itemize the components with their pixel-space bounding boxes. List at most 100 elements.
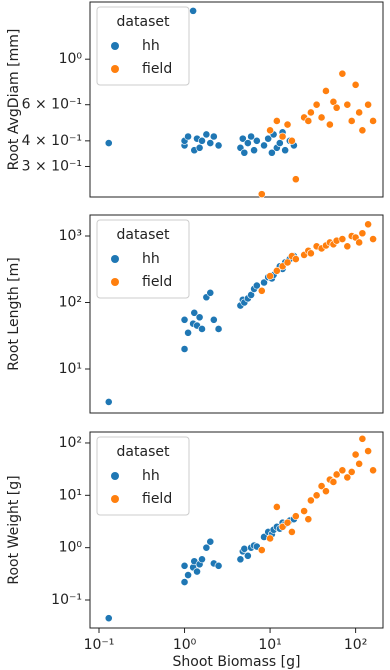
point [358, 126, 367, 135]
point [291, 255, 300, 263]
point [283, 258, 292, 267]
y-tick-label: 10⁰ [59, 51, 83, 67]
point [206, 139, 215, 148]
point [364, 447, 373, 455]
y-tick-label: 10¹ [59, 487, 82, 503]
point [343, 242, 352, 251]
legend-label: field [142, 274, 172, 290]
point [260, 278, 268, 287]
point [317, 482, 326, 490]
point [180, 345, 189, 353]
point [358, 434, 367, 443]
point [338, 69, 347, 78]
point [257, 286, 266, 295]
point [104, 398, 113, 406]
x-tick-label: 10⁰ [173, 637, 197, 653]
legend-marker [111, 42, 119, 50]
y-tick-label: 10⁰ [59, 540, 83, 556]
x-axis-label: Shoot Biomass [g] [173, 654, 301, 670]
point [306, 108, 315, 117]
x-tick-label: 10² [344, 637, 367, 653]
point [332, 470, 341, 479]
point [355, 108, 364, 117]
point [184, 132, 192, 141]
point [304, 117, 313, 125]
point [209, 315, 218, 324]
point [317, 113, 326, 122]
point [193, 567, 201, 576]
legend-label: hh [142, 468, 160, 484]
point [275, 139, 284, 148]
point [266, 272, 274, 280]
point [198, 136, 206, 145]
point [281, 146, 290, 155]
point [266, 534, 274, 543]
point [184, 571, 192, 579]
point [272, 117, 281, 125]
legend-marker [111, 65, 119, 73]
point [278, 522, 287, 531]
point [283, 518, 292, 527]
point [329, 478, 338, 486]
point [104, 614, 113, 623]
point [267, 148, 276, 157]
point [257, 546, 266, 554]
point [198, 325, 206, 333]
point [278, 132, 287, 141]
point [369, 235, 377, 243]
y-tick-label: 10² [59, 295, 82, 311]
x-tick-label: 10⁻¹ [84, 637, 115, 653]
point [272, 503, 281, 511]
point [104, 139, 113, 148]
point [364, 220, 373, 229]
point [240, 148, 249, 157]
point [343, 100, 352, 109]
legend-title: dataset [117, 14, 170, 30]
point [238, 134, 247, 143]
y-tick-label: 4 × 10⁻¹ [22, 133, 82, 149]
legend-title: dataset [117, 444, 170, 460]
point [264, 134, 273, 143]
point [243, 551, 252, 560]
x-tick-label: 10¹ [258, 637, 281, 653]
legend-label: field [142, 61, 172, 77]
point [351, 450, 360, 459]
point [304, 515, 313, 524]
legend-label: field [142, 491, 172, 507]
point [332, 103, 341, 112]
point [322, 487, 330, 496]
point [180, 578, 189, 586]
legend-marker [111, 255, 119, 263]
y-axis-label: Root Length [m] [6, 257, 22, 370]
point [325, 120, 334, 129]
point [338, 466, 347, 475]
point [260, 141, 268, 150]
point [347, 468, 356, 476]
point [306, 496, 315, 505]
legend-label: hh [142, 38, 160, 54]
point [252, 281, 261, 290]
point [209, 132, 218, 141]
point [300, 507, 309, 515]
point [214, 561, 223, 570]
legend-label: hh [142, 251, 160, 267]
point [180, 561, 189, 570]
point [329, 97, 338, 106]
y-tick-label: 3 × 10⁻¹ [22, 158, 82, 174]
point [202, 543, 211, 552]
legend-marker [111, 278, 119, 286]
y-axis-label: Root AvgDiam [mm] [6, 29, 22, 171]
point [364, 100, 373, 109]
point [343, 473, 352, 482]
point [266, 126, 274, 135]
legend-marker [111, 472, 119, 480]
point [198, 555, 206, 564]
point [312, 100, 321, 109]
point [369, 117, 377, 125]
point [202, 130, 211, 139]
point [369, 466, 377, 475]
point [306, 249, 315, 258]
point [312, 491, 321, 500]
legend-box [96, 436, 190, 516]
